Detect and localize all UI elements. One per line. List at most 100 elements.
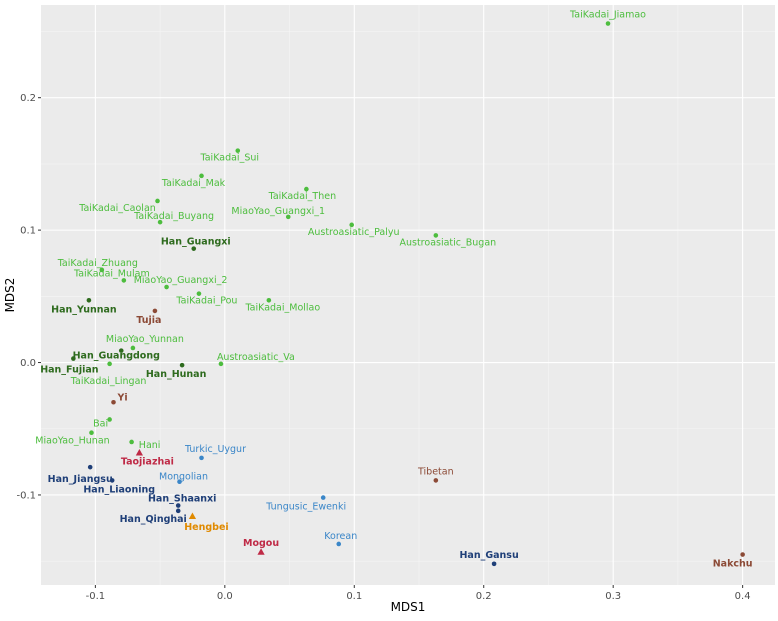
data-point (111, 399, 116, 405)
data-point (179, 362, 185, 368)
data-point (433, 233, 439, 238)
data-label: TaiKadai_Jiamao (569, 10, 646, 21)
data-point (349, 222, 354, 228)
y-tick-label: -0.1 (16, 490, 36, 501)
data-label: Han_Shaanxi (148, 494, 216, 505)
data-label: MiaoYao_Hunan (35, 436, 109, 447)
data-label: MiaoYao_Guangxi_2 (134, 275, 228, 286)
data-point (175, 508, 181, 514)
data-label: Tujia (136, 315, 161, 326)
data-label: Han_Gansu (459, 550, 518, 561)
data-point (130, 345, 136, 351)
data-point (285, 214, 291, 220)
data-label: Han_Guangxi (161, 237, 231, 248)
data-point (336, 541, 342, 547)
data-label: Nakchu (713, 559, 753, 570)
data-point (87, 464, 93, 470)
data-point (177, 479, 182, 485)
x-tick-label: -0.1 (86, 591, 106, 602)
data-label: Austroasiatic_Bugan (399, 237, 496, 248)
x-axis-title: MDS1 (391, 600, 426, 614)
data-label: Austroasiatic_Palyu (308, 227, 400, 238)
data-label: TaiKadai_Then (268, 191, 337, 202)
x-tick-label: 0.1 (346, 591, 362, 602)
data-label: Bai (93, 418, 108, 429)
data-point (218, 361, 224, 367)
data-label: Han_Yunnan (51, 304, 117, 315)
data-point (107, 361, 112, 367)
data-label: Mongolian (159, 472, 208, 483)
x-tick-label: 0.3 (605, 591, 621, 602)
data-label: Han_Jiangsu (48, 474, 113, 485)
data-point (257, 548, 265, 555)
data-point (99, 267, 105, 273)
data-label: TaiKadai_Mollao (244, 302, 320, 313)
data-point (71, 356, 76, 361)
data-point (109, 478, 115, 483)
data-label: TaiKadai_Sui (200, 153, 260, 164)
data-label: Han_Guangdong (73, 351, 160, 362)
data-point (121, 278, 127, 283)
data-point (196, 291, 202, 296)
data-point (188, 512, 197, 520)
data-point (266, 297, 272, 303)
x-tick-label: 0.4 (735, 591, 751, 602)
data-labels: TaiKadai_Jiamao TaiKadai_Sui TaiKadai_Mak T… (35, 10, 752, 570)
data-label: MiaoYao_Yunnan (106, 334, 184, 345)
y-tick-label: 0.1 (20, 226, 36, 237)
data-points (71, 21, 745, 567)
data-point (129, 439, 134, 445)
major-gridlines (41, 5, 775, 585)
x-axis-ticks: -0.1 0.0 0.1 0.2 0.3 0.4 (86, 585, 751, 602)
y-tick-label: 0.0 (20, 358, 36, 369)
data-label: Korean (324, 531, 357, 542)
data-label: TaiKadai_Mulam (73, 268, 150, 279)
data-point (433, 478, 439, 483)
data-point (235, 148, 241, 153)
minor-gridlines (41, 5, 775, 585)
x-tick-label: 0.0 (217, 591, 233, 602)
data-label: Tungusic_Ewenki (265, 502, 346, 513)
data-label: Han_Liaoning (83, 484, 155, 495)
data-label: Han_Hunan (146, 369, 207, 380)
data-label: Tibetan (417, 466, 454, 477)
data-label: TaiKadai_Zhuang (57, 258, 138, 269)
data-point (89, 430, 94, 436)
y-tick-label: 0.2 (20, 93, 36, 104)
data-label: Han_Qinghai (120, 514, 187, 525)
data-label: Hengbei (184, 522, 228, 533)
data-label: MiaoYao_Guangxi_1 (231, 206, 325, 217)
data-label: Taojiazhai (121, 457, 174, 468)
data-point (157, 219, 163, 225)
data-label: Hani (139, 440, 161, 451)
data-label: Han_Fujian (40, 365, 99, 376)
data-point (135, 448, 143, 456)
data-label: Mogou (243, 538, 279, 549)
data-label: Austroasiatic_Va (217, 352, 295, 363)
data-label: TaiKadai_Buyang (133, 211, 214, 222)
data-point (107, 417, 112, 422)
data-label: Turkic_Uygur (184, 444, 246, 455)
data-point (304, 186, 309, 192)
y-axis-title: MDS2 (3, 278, 17, 313)
data-point (155, 198, 160, 204)
data-point (175, 503, 181, 508)
data-point (199, 455, 204, 461)
y-axis-ticks: -0.1 0.0 0.1 0.2 (16, 93, 41, 501)
data-point (320, 495, 326, 500)
data-point (605, 21, 611, 26)
data-label: Yi (116, 392, 127, 403)
data-label: TaiKadai_Mak (161, 178, 226, 189)
data-point (191, 246, 197, 251)
data-point (491, 561, 497, 567)
data-point (199, 173, 204, 179)
data-point (740, 552, 745, 557)
panel-background (41, 5, 775, 585)
data-point (86, 297, 92, 303)
data-point (164, 284, 169, 290)
data-label: TaiKadai_Caolan (78, 203, 156, 214)
data-point (152, 308, 158, 314)
data-label: TaiKadai_Pou (175, 296, 237, 307)
data-point (118, 348, 124, 353)
